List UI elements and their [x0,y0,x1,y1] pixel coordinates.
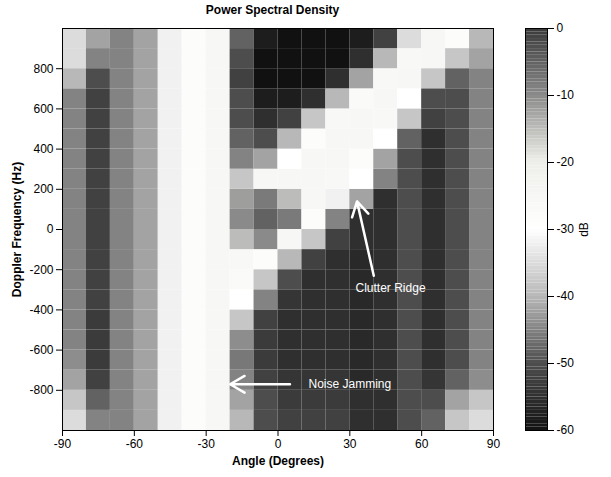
svg-text:-200: -200 [29,263,53,277]
svg-text:30: 30 [343,437,357,451]
svg-text:90: 90 [487,437,501,451]
svg-text:0: 0 [47,222,54,236]
svg-text:800: 800 [33,62,53,76]
svg-text:-90: -90 [54,437,72,451]
svg-text:dB: dB [577,222,591,237]
svg-text:-600: -600 [29,343,53,357]
svg-text:600: 600 [33,102,53,116]
svg-text:400: 400 [33,142,53,156]
svg-text:-30: -30 [557,222,575,236]
svg-text:-40: -40 [557,289,575,303]
svg-text:-400: -400 [29,303,53,317]
html-text:Power Spectral Density: Power Spectral Density [205,3,340,17]
svg-text:200: 200 [33,182,53,196]
svg-text:-10: -10 [557,88,575,102]
svg-text:-20: -20 [557,155,575,169]
svg-text:Angle (Degrees): Angle (Degrees) [232,454,324,468]
svg-text:-30: -30 [197,437,215,451]
svg-text:0: 0 [557,21,564,35]
svg-text:-800: -800 [29,383,53,397]
svg-text:60: 60 [415,437,429,451]
svg-text:0: 0 [275,437,282,451]
svg-text:Clutter Ridge: Clutter Ridge [356,281,426,295]
svg-text:-60: -60 [126,437,144,451]
svg-text:-50: -50 [557,356,575,370]
svg-text:Noise Jamming: Noise Jamming [308,377,391,391]
svg-text:-60: -60 [557,423,575,437]
svg-text:Doppler Frequency (Hz): Doppler Frequency (Hz) [10,162,24,297]
